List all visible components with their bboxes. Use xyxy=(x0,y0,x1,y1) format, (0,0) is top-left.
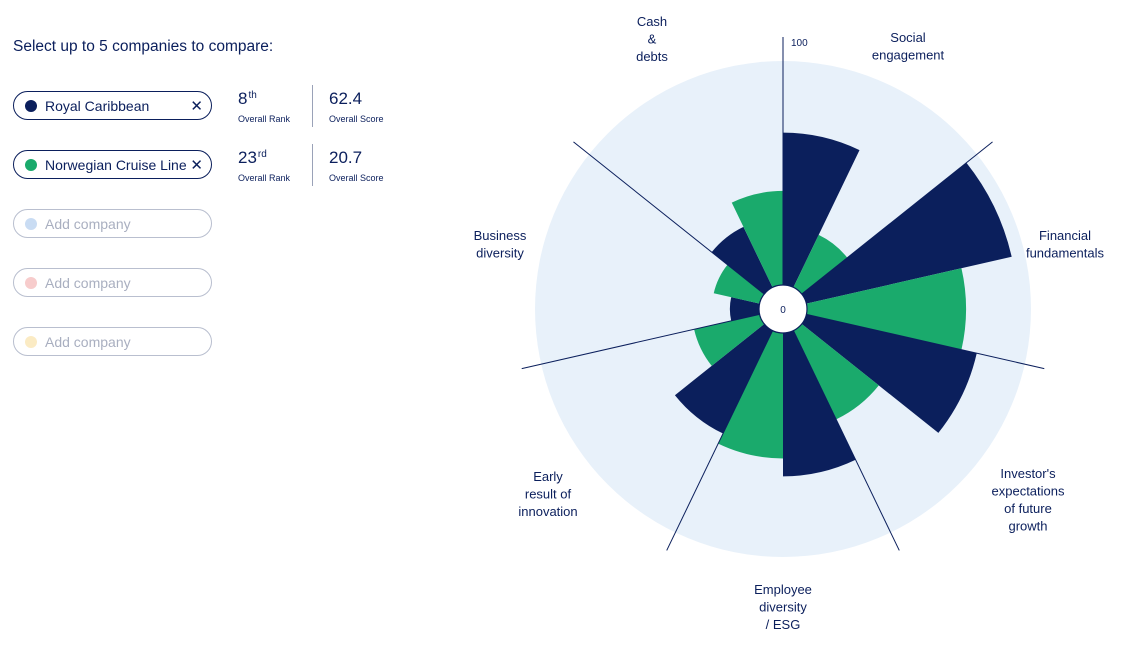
overall-score-norwegian-cruise-line: 20.7 Overall Score xyxy=(329,148,384,183)
bar-norwegian-cruise-line-4 xyxy=(694,314,765,366)
category-label-6: Cash & debts xyxy=(636,14,668,64)
company-chip-royal-caribbean[interactable]: Royal Caribbean ✕ xyxy=(13,91,212,120)
close-icon[interactable]: ✕ xyxy=(190,97,203,115)
score-value: 62.4 xyxy=(329,89,363,108)
category-label-0: Social engagement xyxy=(872,30,945,63)
sector-divider-2 xyxy=(806,313,1045,370)
chart-center xyxy=(758,284,808,334)
rank-value: 8 xyxy=(238,89,248,108)
compare-prompt: Select up to 5 companies to compare: xyxy=(13,38,274,55)
company-color-dot xyxy=(25,158,37,171)
category-label-5: Business diversity xyxy=(474,228,527,261)
stat-divider xyxy=(312,144,313,186)
rank-label: Overall Rank xyxy=(238,114,291,124)
rank-suffix: th xyxy=(248,90,257,101)
add-company-placeholder: Add company xyxy=(45,215,131,232)
category-label-4: Early result of innovation xyxy=(518,469,577,519)
max-tick-label: 100 xyxy=(791,38,808,49)
add-company-placeholder: Add company xyxy=(45,333,131,350)
sector-divider-5 xyxy=(521,313,760,370)
score-label: Overall Score xyxy=(329,173,384,183)
bar-norwegian-cruise-line-2 xyxy=(793,323,879,420)
rank-value: 23 xyxy=(238,148,257,167)
bar-royal-caribbean-2 xyxy=(801,314,977,433)
category-label-1: Financial fundamentals xyxy=(1026,228,1105,261)
category-label-3: Employee diversity / ESG xyxy=(754,582,812,632)
rank-suffix: rd xyxy=(257,149,267,160)
bar-norwegian-cruise-line-1 xyxy=(806,268,967,350)
company-chip-norwegian-cruise-line[interactable]: Norwegian Cruise Line ✕ xyxy=(13,150,212,179)
bar-norwegian-cruise-line-0 xyxy=(793,234,848,295)
bar-royal-caribbean-6 xyxy=(711,226,773,295)
bar-royal-caribbean-4 xyxy=(674,323,773,434)
sector-divider-4 xyxy=(666,330,774,551)
add-company-placeholder: Add company xyxy=(45,274,131,291)
company-name: Norwegian Cruise Line xyxy=(45,156,187,173)
overall-rank-royal-caribbean: 8th Overall Rank xyxy=(238,89,290,124)
add-company-input-1[interactable]: Add company xyxy=(13,209,212,238)
bar-royal-caribbean-3 xyxy=(783,330,856,477)
sector-divider-1 xyxy=(801,141,993,295)
score-label: Overall Score xyxy=(329,114,384,124)
bar-royal-caribbean-0 xyxy=(783,132,860,288)
company-color-dot xyxy=(25,99,37,112)
company-color-dot xyxy=(25,217,37,230)
overall-rank-norwegian-cruise-line: 23rd Overall Rank xyxy=(238,148,290,183)
overall-score-royal-caribbean: 62.4 Overall Score xyxy=(329,89,384,124)
bar-royal-caribbean-5 xyxy=(729,297,760,321)
stat-divider xyxy=(312,85,313,127)
score-value: 20.7 xyxy=(329,148,363,167)
bar-norwegian-cruise-line-5 xyxy=(713,264,765,304)
close-icon[interactable]: ✕ xyxy=(190,156,203,174)
bar-norwegian-cruise-line-3 xyxy=(718,330,783,459)
bar-norwegian-cruise-line-6 xyxy=(731,190,783,288)
sector-divider-6 xyxy=(573,141,765,295)
add-company-input-2[interactable]: Add company xyxy=(13,268,212,297)
company-color-dot xyxy=(25,335,37,348)
rank-label: Overall Rank xyxy=(238,173,291,183)
center-tick-label: 0 xyxy=(780,305,786,316)
sector-divider-3 xyxy=(792,330,900,551)
add-company-input-3[interactable]: Add company xyxy=(13,327,212,356)
bar-royal-caribbean-1 xyxy=(801,162,1012,304)
company-color-dot xyxy=(25,276,37,289)
category-label-2: Investor's expectations of future growth xyxy=(992,466,1065,534)
company-name: Royal Caribbean xyxy=(45,97,150,114)
